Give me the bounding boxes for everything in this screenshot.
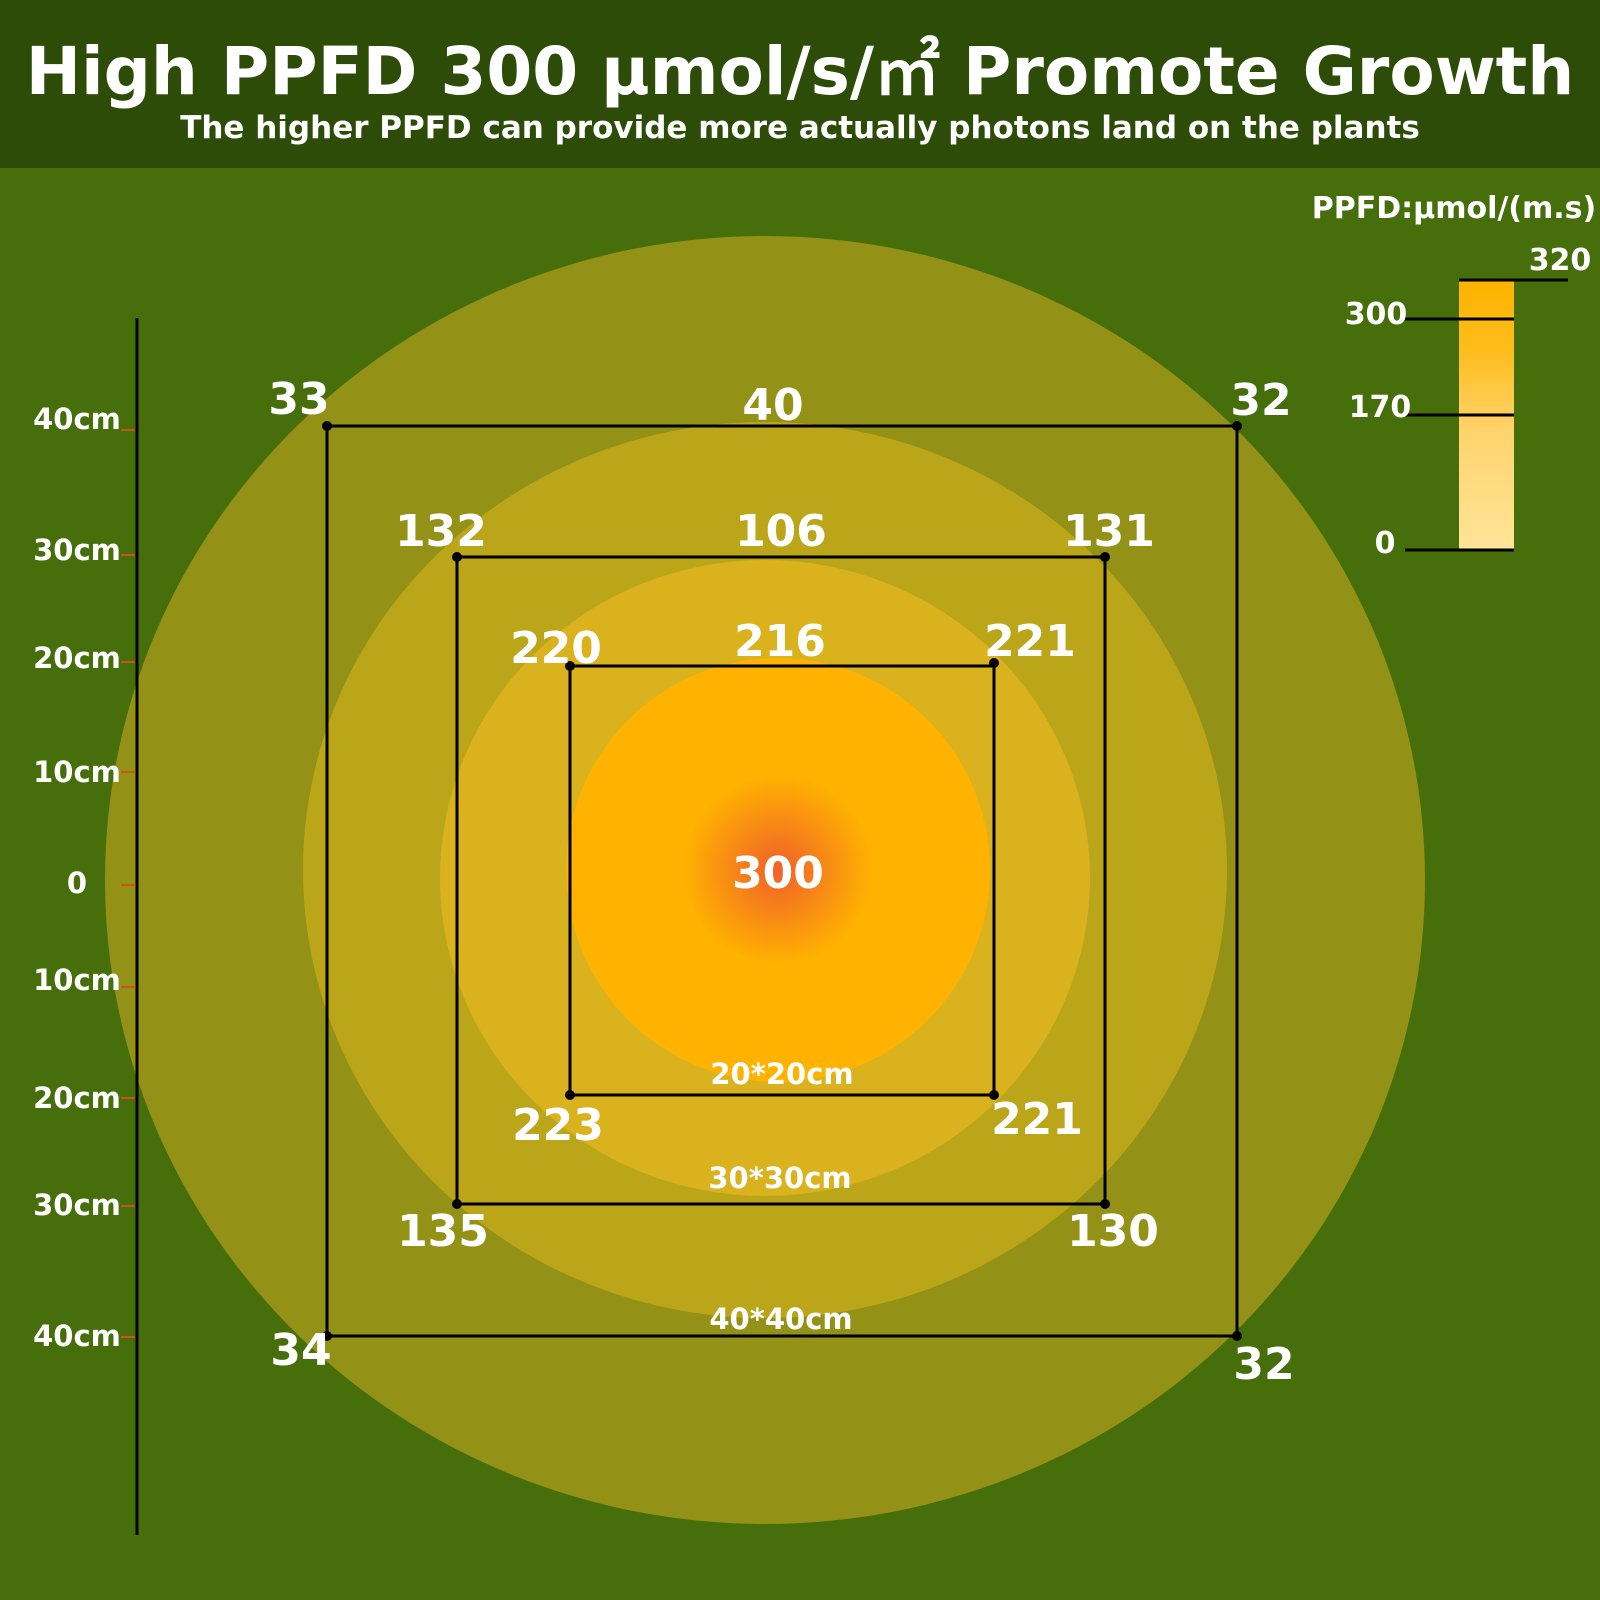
legend-tick-label: 320 [1529,243,1592,278]
square-20cm [568,664,996,1097]
ppfd-reading: 221 [984,616,1076,667]
scale-label: 30cm [33,533,121,567]
corner-dot [452,552,462,562]
ppfd-reading: 106 [735,506,827,557]
legend-tick-label: 0 [1375,526,1396,561]
header: High PPFD 300 μmol/s/㎡ Promote Growth Th… [0,0,1600,168]
size-label-30cm: 30*30cm [708,1161,851,1195]
scale-ticks [121,429,135,1338]
square-40cm [325,424,1239,1338]
page-subtitle: The higher PPFD can provide more actuall… [180,110,1420,146]
corner-dot [989,658,999,668]
ppfd-reading: 33 [268,374,329,425]
scale-label: 20cm [33,641,121,675]
ppfd-reading: 221 [991,1094,1083,1145]
ppfd-reading: 131 [1063,506,1155,557]
ppfd-reading: 130 [1067,1206,1159,1257]
scale-label: 0 [67,866,87,900]
corner-dot [989,1090,999,1100]
ppfd-reading: 216 [734,616,826,667]
ppfd-reading: 40 [742,380,803,431]
size-label-20cm: 20*20cm [710,1057,853,1091]
ppfd-reading: 32 [1233,1339,1294,1390]
ppfd-reading: 220 [510,623,602,674]
scale-label: 30cm [33,1188,121,1222]
corner-dot [1232,1331,1242,1341]
corner-dot [1100,1199,1110,1209]
ppfd-reading: 34 [270,1325,331,1376]
corner-dot [565,661,575,671]
legend-title: PPFD:μmol/(m.s) [1312,191,1597,226]
zone-core [566,658,990,1082]
scale-label: 20cm [33,1081,121,1115]
corner-dot [565,1090,575,1100]
ppfd-reading: 223 [512,1100,604,1151]
corner-dot [322,421,332,431]
page-title: High PPFD 300 μmol/s/㎡ Promote Growth [25,33,1575,110]
ppfd-reading: 135 [397,1206,489,1257]
ppfd-reading: 32 [1230,375,1291,426]
legend-tick-label: 300 [1345,297,1408,332]
square-30cm [455,555,1107,1206]
legend-tick-label: 170 [1349,390,1412,425]
ppfd-reading: 132 [395,506,487,557]
center-reading: 300 [732,848,824,899]
corner-dot [322,1331,332,1341]
scale-label: 10cm [33,755,121,789]
scale-label: 10cm [33,963,121,997]
scale-label: 40cm [33,1319,121,1353]
size-label-40cm: 40*40cm [709,1302,852,1336]
scale-label: 40cm [33,402,121,436]
corner-dot [1100,552,1110,562]
corner-dot [452,1199,462,1209]
corner-dot [1232,421,1242,431]
